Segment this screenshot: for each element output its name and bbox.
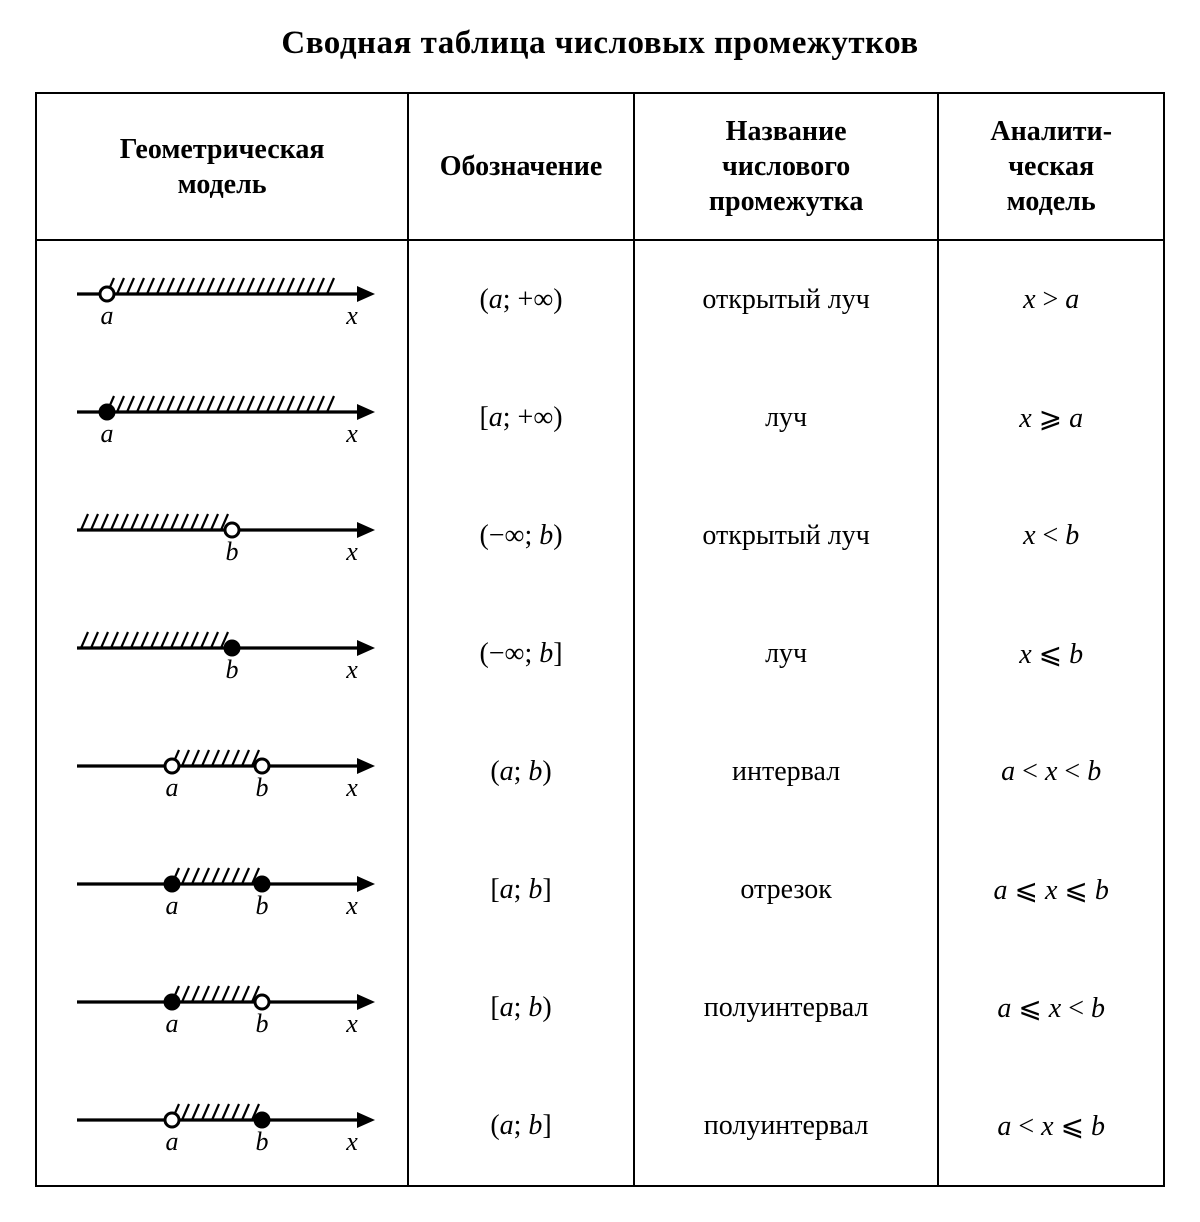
geom-cell: abx <box>37 1067 407 1185</box>
interval-name: полуинтервал <box>704 992 869 1024</box>
svg-text:x: x <box>345 1127 358 1156</box>
geom-cell: ax <box>37 359 407 477</box>
analytic-text: x < b <box>1023 520 1079 552</box>
analytic-cell: a < x < b <box>939 713 1163 831</box>
notation-cell: (a; +∞) <box>409 241 633 359</box>
number-line-icon: bx <box>57 614 387 694</box>
svg-text:b: b <box>226 655 239 684</box>
interval-name: открытый луч <box>702 284 869 316</box>
analytic-text: a ⩽ x ⩽ b <box>994 873 1109 907</box>
svg-text:x: x <box>345 773 358 802</box>
analytic-text: x > a <box>1023 284 1079 316</box>
interval-name: полуинтервал <box>704 1110 869 1142</box>
geom-cell: abx <box>37 949 407 1067</box>
svg-text:a: a <box>101 419 114 448</box>
notation-text: (a; b) <box>490 756 551 788</box>
number-line-icon: bx <box>57 496 387 576</box>
name-cell: открытый луч <box>635 241 938 359</box>
number-line-icon: abx <box>57 850 387 930</box>
interval-name: луч <box>765 402 807 434</box>
col-name-stack: открытый луч луч открытый луч луч интервал от… <box>635 241 938 1185</box>
analytic-cell: x > a <box>939 241 1163 359</box>
notation-text: (−∞; b] <box>479 638 562 670</box>
svg-text:b: b <box>256 1127 269 1156</box>
analytic-cell: a ⩽ x < b <box>939 949 1163 1067</box>
analytic-cell: x ⩽ b <box>939 595 1163 713</box>
notation-cell: [a; +∞) <box>409 359 633 477</box>
analytic-text: a < x < b <box>1001 756 1101 788</box>
svg-text:x: x <box>345 419 358 448</box>
notation-cell: [a; b) <box>409 949 633 1067</box>
notation-cell: (a; b] <box>409 1067 633 1185</box>
interval-name: интервал <box>732 756 840 788</box>
name-cell: луч <box>635 595 938 713</box>
geom-cell: bx <box>37 595 407 713</box>
number-line-icon: abx <box>57 968 387 1048</box>
notation-cell: (−∞; b] <box>409 595 633 713</box>
svg-text:x: x <box>345 1009 358 1038</box>
interval-name: открытый луч <box>702 520 869 552</box>
number-line-icon: ax <box>57 260 387 340</box>
svg-text:b: b <box>256 891 269 920</box>
col-header-notation: Обозначение <box>408 93 634 240</box>
table-body-row: axaxbxbxabxabxabxabx (a; +∞)[a; +∞)(−∞; … <box>36 240 1164 1186</box>
geom-cell: bx <box>37 477 407 595</box>
notation-text: [a; b) <box>490 992 551 1024</box>
col-header-analytic: Аналити-ческаямодель <box>938 93 1164 240</box>
table-header-row: Геометрическаямодель Обозначение Названи… <box>36 93 1164 240</box>
svg-text:a: a <box>166 1009 179 1038</box>
svg-text:x: x <box>345 655 358 684</box>
intervals-table: Геометрическаямодель Обозначение Названи… <box>35 92 1165 1187</box>
analytic-text: x ⩽ b <box>1019 637 1083 671</box>
notation-cell: (−∞; b) <box>409 477 633 595</box>
name-cell: открытый луч <box>635 477 938 595</box>
svg-text:b: b <box>226 537 239 566</box>
analytic-cell: x ⩾ a <box>939 359 1163 477</box>
geom-cell: ax <box>37 241 407 359</box>
notation-text: (a; +∞) <box>479 284 562 316</box>
analytic-cell: x < b <box>939 477 1163 595</box>
svg-text:x: x <box>345 891 358 920</box>
geom-cell: abx <box>37 831 407 949</box>
svg-text:a: a <box>166 773 179 802</box>
analytic-cell: a ⩽ x ⩽ b <box>939 831 1163 949</box>
page-title: Сводная таблица числовых промежутков <box>35 25 1165 62</box>
name-cell: интервал <box>635 713 938 831</box>
name-cell: полуинтервал <box>635 1067 938 1185</box>
interval-name: отрезок <box>740 874 831 906</box>
col-header-name: Названиечисловогопромежутка <box>634 93 939 240</box>
geom-cell: abx <box>37 713 407 831</box>
notation-text: (−∞; b) <box>479 520 562 552</box>
notation-text: [a; +∞) <box>479 402 562 434</box>
svg-text:a: a <box>166 891 179 920</box>
notation-cell: (a; b) <box>409 713 633 831</box>
svg-text:a: a <box>101 301 114 330</box>
col-header-geom: Геометрическаямодель <box>36 93 408 240</box>
svg-text:a: a <box>166 1127 179 1156</box>
number-line-icon: ax <box>57 378 387 458</box>
notation-cell: [a; b] <box>409 831 633 949</box>
svg-text:b: b <box>256 773 269 802</box>
name-cell: отрезок <box>635 831 938 949</box>
name-cell: луч <box>635 359 938 477</box>
analytic-text: a < x ⩽ b <box>997 1109 1105 1143</box>
notation-text: (a; b] <box>490 1110 551 1142</box>
svg-text:x: x <box>345 301 358 330</box>
number-line-icon: abx <box>57 732 387 812</box>
col-geom-stack: axaxbxbxabxabxabxabx <box>37 241 407 1185</box>
name-cell: полуинтервал <box>635 949 938 1067</box>
svg-text:b: b <box>256 1009 269 1038</box>
analytic-cell: a < x ⩽ b <box>939 1067 1163 1185</box>
number-line-icon: abx <box>57 1086 387 1166</box>
analytic-text: a ⩽ x < b <box>997 991 1105 1025</box>
col-notation-stack: (a; +∞) [a; +∞) (−∞; b) (−∞; b] (a; b) [a; b]… <box>409 241 633 1185</box>
notation-text: [a; b] <box>490 874 551 906</box>
interval-name: луч <box>765 638 807 670</box>
svg-text:x: x <box>345 537 358 566</box>
analytic-text: x ⩾ a <box>1019 401 1083 435</box>
col-analytic-stack: x > a x ⩾ a x < b x ⩽ b a < x < b a ⩽ x ⩽ b a … <box>939 241 1163 1185</box>
